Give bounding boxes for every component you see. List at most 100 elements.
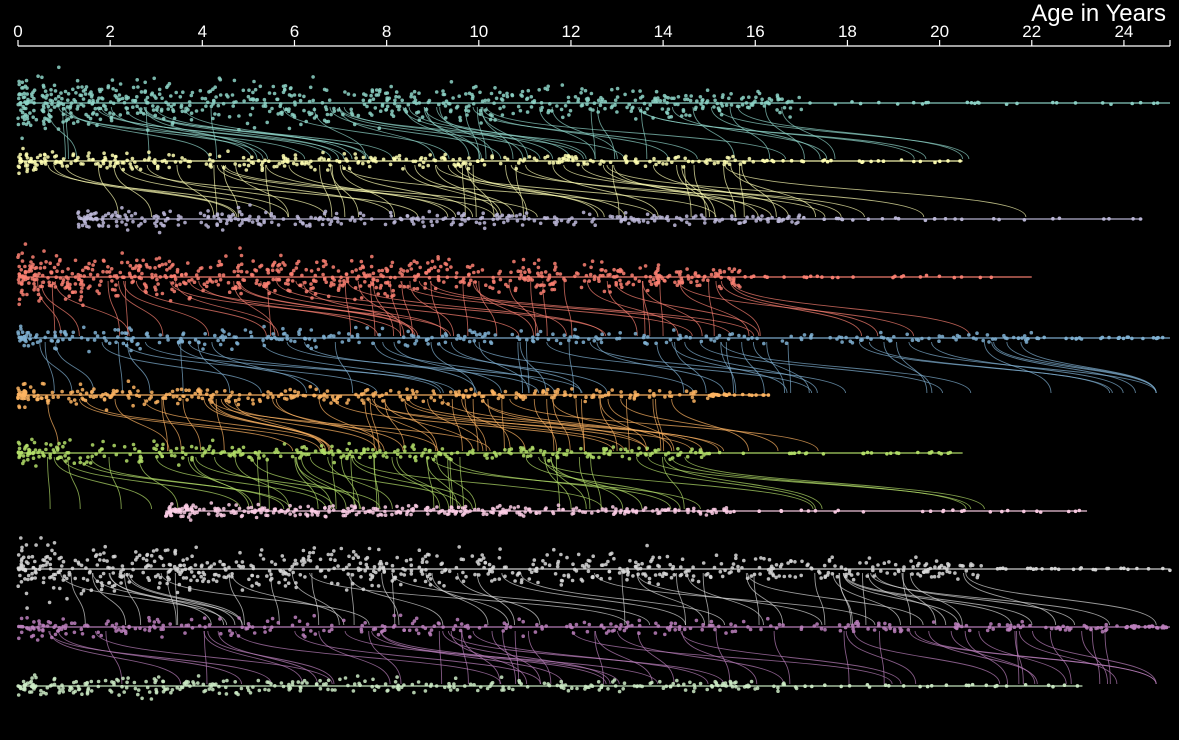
point-3-2-92 xyxy=(37,619,41,623)
point-3-1-554 xyxy=(158,581,162,585)
point-1-1-499 xyxy=(780,97,784,101)
point-1-1-661 xyxy=(458,118,463,123)
point-1-2-63 xyxy=(356,161,360,165)
point-2-4-213 xyxy=(41,453,45,458)
point-3-1-368 xyxy=(226,574,231,578)
point-2-1-548 xyxy=(309,269,314,273)
point-2-1-235 xyxy=(388,283,392,288)
point-2-3-8 xyxy=(75,389,80,394)
point-2-1-348 xyxy=(291,268,296,273)
point-2-1-96 xyxy=(685,267,689,271)
point-3-2-103 xyxy=(730,629,735,634)
connector-1-1-23 xyxy=(68,106,210,160)
point-1-1-323 xyxy=(371,97,376,101)
point-2-3-114 xyxy=(477,391,482,395)
point-2-1-656 xyxy=(621,271,626,276)
point-1-2-191 xyxy=(134,165,139,169)
point-1-1-687 xyxy=(500,98,505,102)
point-1-1-582 xyxy=(311,98,316,103)
point-2-4-85 xyxy=(426,456,430,460)
point-2-3-254 xyxy=(136,389,140,393)
point-2-1-269 xyxy=(120,251,124,255)
point-1-1-354 xyxy=(146,128,150,132)
point-1-1-637 xyxy=(200,108,205,112)
connector-1-1-31 xyxy=(338,106,541,160)
point-1-3-138 xyxy=(270,220,274,225)
point-2-1-684 xyxy=(218,262,223,267)
point-3-1-498 xyxy=(672,573,677,577)
point-2-5-252 xyxy=(570,512,574,516)
point-1-1-64 xyxy=(550,109,554,113)
point-1-1-230 xyxy=(666,107,671,111)
point-1-2-305 xyxy=(113,155,118,159)
point-1-1-151 xyxy=(546,84,550,89)
point-2-4-288 xyxy=(604,447,609,451)
connector-2-4-22 xyxy=(662,456,685,510)
point-2-1-598 xyxy=(526,278,531,283)
point-2-1-10 xyxy=(648,279,652,284)
connector-3-1-20 xyxy=(963,572,1057,626)
point-1-3-277 xyxy=(153,221,157,226)
point-3-1-697 xyxy=(607,569,612,574)
point-2-4-132 xyxy=(529,454,533,458)
point-3-1-693 xyxy=(527,577,532,581)
point-2-1-155 xyxy=(279,267,284,271)
point-3-1-385 xyxy=(934,559,939,563)
point-1-3-325 xyxy=(247,218,251,223)
point-2-1-618 xyxy=(458,280,463,284)
point-1-3-19 xyxy=(240,212,244,217)
point-1-3-212 xyxy=(460,217,464,222)
point-2-5-129 xyxy=(437,510,441,515)
point-2-5-77 xyxy=(259,510,263,515)
point-1-1-471 xyxy=(346,92,351,96)
point-2-2-119 xyxy=(413,341,417,346)
connector-2-4-53 xyxy=(300,456,357,510)
point-2-4-301 xyxy=(371,448,375,452)
point-2-2-235 xyxy=(92,338,97,342)
point-2-1-327 xyxy=(202,282,207,287)
connector-2-1-40 xyxy=(679,280,750,337)
point-2-4-251 xyxy=(644,453,649,457)
point-1-3-75 xyxy=(162,212,167,217)
point-3-1-336 xyxy=(218,559,222,564)
point-1-1-426 xyxy=(516,104,521,109)
point-3-1-315 xyxy=(196,570,201,575)
point-2-2-136 xyxy=(1029,330,1034,335)
point-1-1-291 xyxy=(189,111,194,115)
connector-2-1-45 xyxy=(542,280,548,337)
point-3-1-171 xyxy=(477,573,481,577)
point-3-1-398 xyxy=(696,579,701,584)
point-3-2-86 xyxy=(819,627,824,631)
connector-3-1-23 xyxy=(126,572,236,626)
point-2-1-653 xyxy=(400,272,405,277)
point-1-2-211 xyxy=(34,167,38,171)
connector-2-3-35 xyxy=(403,398,648,452)
point-1-3-301 xyxy=(206,225,210,229)
point-2-3-218 xyxy=(705,396,710,401)
point-1-1-106 xyxy=(75,107,80,111)
point-2-3-189 xyxy=(26,397,31,402)
point-3-1-607 xyxy=(947,563,951,567)
point-1-1-392 xyxy=(84,112,88,117)
point-1-1-649 xyxy=(356,113,361,118)
point-3-2-3 xyxy=(501,629,506,633)
point-2-3-309 xyxy=(111,391,115,396)
point-2-1-221 xyxy=(303,280,307,285)
point-1-3-322 xyxy=(76,222,81,227)
point-1-3-267 xyxy=(458,222,463,227)
point-2-1-605 xyxy=(718,268,722,273)
point-2-1-675 xyxy=(38,284,43,289)
point-2-1-476 xyxy=(412,287,416,291)
point-1-2-37 xyxy=(272,164,277,169)
point-2-4-189 xyxy=(555,455,560,460)
point-2-4-216 xyxy=(398,455,403,459)
connector-2-2-34 xyxy=(699,341,943,394)
point-1-2-104 xyxy=(167,165,171,170)
point-1-3-25 xyxy=(127,209,131,214)
point-3-1-590 xyxy=(135,555,139,560)
point-2-2-113 xyxy=(124,343,129,348)
connector-3-1-0 xyxy=(348,572,444,626)
point-2-1-287 xyxy=(91,263,95,267)
connector-3-2-8 xyxy=(380,630,564,685)
point-3-1-502 xyxy=(591,574,595,579)
